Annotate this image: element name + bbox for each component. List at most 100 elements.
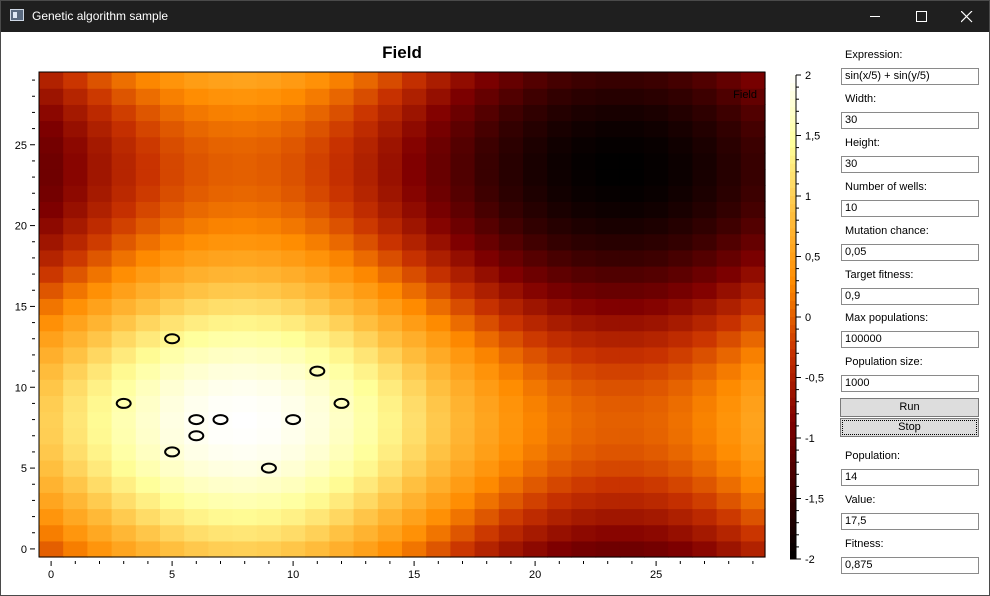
heatmap-cell	[63, 411, 88, 429]
heatmap-cell	[256, 152, 282, 170]
heatmap-cell	[619, 88, 645, 105]
heatmap-cell	[353, 443, 379, 461]
heatmap-cell	[571, 169, 597, 186]
heatmap-cell	[208, 346, 234, 364]
fitness-output[interactable]: 0,875	[841, 557, 979, 574]
heatmap-cell	[353, 492, 379, 510]
heatmap-cell	[160, 185, 185, 202]
population-output[interactable]: 14	[841, 469, 979, 486]
minimize-button[interactable]	[852, 1, 898, 32]
heatmap-cell	[402, 492, 427, 510]
heatmap-cell	[644, 460, 669, 477]
heatmap-cell	[208, 411, 234, 429]
heatmap-cell	[63, 72, 88, 89]
colorbar-band	[790, 75, 796, 84]
heatmap-cell	[716, 492, 742, 510]
heatmap-cell	[329, 233, 355, 251]
max-populations-input[interactable]: 100000	[841, 331, 979, 348]
heatmap-cell	[160, 72, 185, 89]
target-fitness-label: Target fitness:	[845, 269, 914, 281]
stop-button[interactable]: Stop	[840, 418, 979, 437]
heatmap-cell	[523, 476, 548, 493]
heatmap-cell	[87, 314, 113, 332]
heatmap-cell	[329, 379, 355, 396]
heatmap-cell	[523, 266, 548, 283]
heatmap-cell	[619, 476, 645, 493]
heatmap-cell	[232, 72, 258, 89]
heatmap-cell	[160, 88, 185, 105]
heatmap-cell	[87, 427, 113, 445]
heatmap-cell	[281, 136, 306, 154]
heatmap-cell	[547, 460, 572, 477]
heatmap-plot[interactable]: 0 5 10 15 20 25 0 5 10 15 20 25 Field 2 1,5 1 0,5 0 -0,5 -1…	[1, 32, 837, 595]
heatmap-cell	[377, 104, 403, 122]
heatmap-cell	[63, 476, 88, 493]
heatmap-cell	[450, 346, 476, 364]
expression-input[interactable]: sin(x/5) + sin(y/5)	[841, 68, 979, 85]
heatmap-cell	[740, 508, 766, 526]
heatmap-cell	[329, 266, 355, 283]
colorbar-band	[790, 389, 796, 399]
heatmap-cell	[547, 411, 572, 429]
height-input[interactable]: 30	[841, 156, 979, 173]
heatmap-cell	[232, 540, 258, 558]
heatmap-cell	[644, 411, 669, 429]
heatmap-cell	[426, 217, 451, 235]
heatmap-cell	[692, 395, 718, 413]
heatmap-cell	[329, 508, 355, 526]
heatmap-cell	[353, 136, 379, 154]
heatmap-cell	[256, 476, 282, 493]
heatmap-cell	[402, 379, 427, 396]
heatmap-cell	[402, 314, 427, 332]
maximize-button[interactable]	[898, 1, 944, 32]
heatmap-cell	[39, 395, 64, 413]
heatmap-cell	[87, 217, 113, 235]
heatmap-cell	[63, 185, 88, 202]
heatmap-cell	[208, 233, 234, 251]
heatmap-cell	[160, 314, 185, 332]
heatmap-cell	[523, 443, 548, 461]
heatmap-cell	[595, 217, 621, 235]
heatmap-cell	[305, 508, 330, 526]
heatmap-cell	[87, 330, 113, 348]
heatmap-cell	[716, 314, 742, 332]
target-fitness-input[interactable]: 0,9	[841, 288, 979, 305]
heatmap-cell	[208, 298, 234, 316]
heatmap-cell	[39, 460, 64, 477]
colorbar-band	[790, 220, 796, 229]
run-button[interactable]: Run	[840, 398, 979, 417]
heatmap-cell	[474, 233, 500, 251]
colorbar-band	[790, 542, 796, 552]
width-input[interactable]: 30	[841, 112, 979, 129]
heatmap-cell	[644, 508, 669, 526]
population-size-input[interactable]: 1000	[841, 375, 979, 392]
heatmap-cell	[63, 266, 88, 283]
heatmap-cell	[87, 201, 113, 219]
heatmap-cell	[571, 508, 597, 526]
heatmap-cell	[498, 540, 524, 558]
heatmap-cell	[329, 540, 355, 558]
heatmap-cell	[474, 540, 500, 558]
colorbar-band	[790, 147, 796, 157]
heatmap-cell	[595, 88, 621, 105]
heatmap-cell	[498, 169, 524, 186]
heatmap-cell	[39, 88, 64, 105]
heatmap-cell	[353, 476, 379, 493]
heatmap-cell	[305, 314, 330, 332]
heatmap-cell	[571, 217, 597, 235]
value-output[interactable]: 17,5	[841, 513, 979, 530]
heatmap-cell	[256, 136, 282, 154]
heatmap-cell	[523, 201, 548, 219]
heatmap-cell	[523, 460, 548, 477]
heatmap-cell	[377, 282, 403, 299]
colorbar-band	[790, 381, 796, 391]
heatmap-cell	[256, 249, 282, 267]
heatmap-cell	[281, 282, 306, 299]
title-bar[interactable]: Genetic algorithm sample	[1, 1, 989, 32]
heatmap-cell	[498, 379, 524, 396]
heatmap-cell	[160, 104, 185, 122]
heatmap-cell	[377, 395, 403, 413]
mutation-input[interactable]: 0,05	[841, 244, 979, 261]
wells-input[interactable]: 10	[841, 200, 979, 217]
close-button[interactable]	[944, 1, 990, 32]
